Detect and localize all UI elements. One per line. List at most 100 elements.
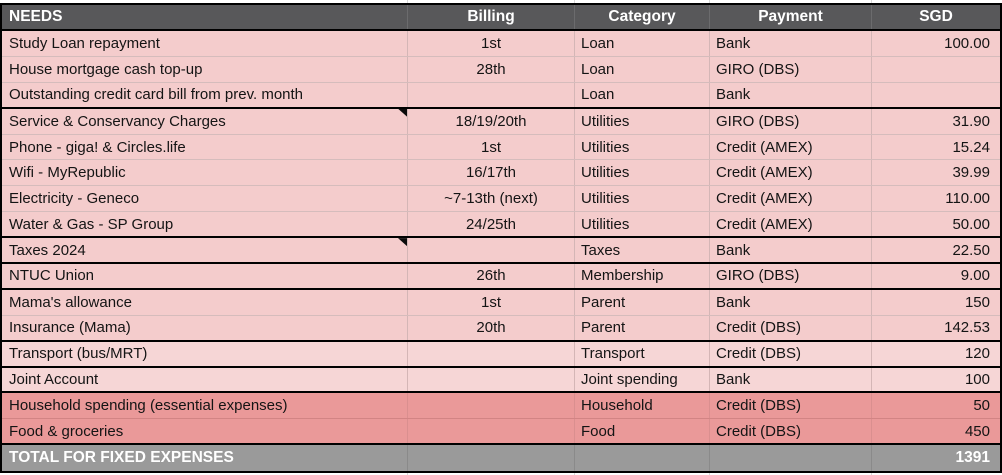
cell-billing[interactable] — [408, 393, 575, 419]
cell-payment[interactable]: GIRO (DBS) — [710, 56, 872, 82]
table-row: Electricity - Geneco ~7-13th (next) Utilit… — [2, 186, 1000, 213]
cell-billing[interactable]: 18/19/20th — [408, 108, 575, 134]
cell-payment[interactable]: Credit (AMEX) — [710, 186, 872, 212]
total-payment-cell[interactable] — [710, 445, 872, 472]
header-payment[interactable]: Payment — [710, 5, 872, 29]
cell-sgd[interactable]: 450 — [964, 422, 990, 440]
cell-billing[interactable] — [408, 341, 575, 366]
cell-item[interactable]: House mortgage cash top-up — [2, 56, 408, 82]
table-row: Insurance (Mama) 20th Parent Credit (DBS) 14… — [2, 315, 1000, 342]
header-sgd[interactable]: SGD — [919, 8, 953, 25]
cell-sgd[interactable]: 142.53 — [944, 319, 990, 337]
total-category-cell[interactable] — [575, 445, 710, 472]
cell-payment[interactable]: Credit (AMEX) — [710, 134, 872, 160]
table-row: Taxes 2024 Taxes Bank 22.50 — [2, 238, 1000, 265]
cell-category[interactable]: Joint spending — [575, 367, 710, 392]
cell-payment[interactable]: Bank — [710, 289, 872, 315]
cell-sgd[interactable]: 39.99 — [952, 164, 990, 182]
gridline — [871, 472, 872, 475]
cell-billing[interactable] — [408, 82, 575, 107]
cell-category[interactable]: Household — [575, 393, 710, 419]
cell-category[interactable]: Food — [575, 419, 710, 444]
cell-payment[interactable]: Credit (DBS) — [710, 419, 872, 444]
cell-payment[interactable]: Credit (AMEX) — [710, 212, 872, 237]
cell-sgd[interactable]: 31.90 — [952, 112, 990, 130]
gridline — [574, 0, 575, 3]
header-category[interactable]: Category — [575, 5, 710, 29]
cell-payment[interactable]: Credit (AMEX) — [710, 160, 872, 186]
gridline — [709, 0, 710, 3]
cell-billing[interactable]: 20th — [408, 315, 575, 340]
gridline — [871, 0, 872, 3]
cell-item[interactable]: Transport (bus/MRT) — [2, 341, 408, 366]
cell-item[interactable]: Electricity - Geneco — [2, 186, 408, 212]
cell-item[interactable]: Taxes 2024 — [2, 238, 408, 263]
cell-item[interactable]: Service & Conservancy Charges — [2, 108, 408, 134]
cell-billing[interactable] — [408, 238, 575, 263]
cell-sgd[interactable]: 50 — [973, 397, 990, 415]
cell-category[interactable]: Utilities — [575, 186, 710, 212]
cell-payment[interactable]: Credit (DBS) — [710, 341, 872, 366]
cell-item[interactable]: Phone - giga! & Circles.life — [2, 134, 408, 160]
cell-payment[interactable]: Bank — [710, 238, 872, 263]
cell-item[interactable]: Household spending (essential expenses) — [2, 393, 408, 419]
total-billing-cell[interactable] — [408, 445, 575, 472]
cell-category[interactable]: Parent — [575, 289, 710, 315]
header-needs[interactable]: NEEDS — [2, 5, 408, 29]
cell-sgd[interactable]: 120 — [964, 345, 990, 363]
cell-payment[interactable]: Credit (DBS) — [710, 315, 872, 340]
cell-category[interactable]: Parent — [575, 315, 710, 340]
cell-sgd[interactable] — [872, 57, 1000, 82]
cell-category[interactable]: Membership — [575, 264, 710, 288]
cell-sgd[interactable]: 9.00 — [960, 267, 990, 285]
cell-payment[interactable]: Credit (DBS) — [710, 393, 872, 419]
cell-category[interactable]: Utilities — [575, 108, 710, 134]
cell-billing[interactable]: ~7-13th (next) — [408, 186, 575, 212]
cell-billing[interactable] — [408, 419, 575, 444]
cell-item[interactable]: Water & Gas - SP Group — [2, 212, 408, 237]
cell-payment[interactable]: Bank — [710, 367, 872, 392]
cell-payment[interactable]: Bank — [710, 31, 872, 56]
cell-category[interactable]: Loan — [575, 82, 710, 107]
cell-sgd[interactable]: 110.00 — [945, 190, 990, 208]
cell-item[interactable]: Wifi - MyRepublic — [2, 160, 408, 186]
cell-payment[interactable]: Bank — [710, 82, 872, 107]
cell-category[interactable]: Transport — [575, 341, 710, 366]
cell-billing[interactable] — [408, 367, 575, 392]
cell-sgd[interactable] — [872, 83, 1000, 107]
cell-billing[interactable]: 1st — [408, 31, 575, 56]
cell-item[interactable]: Insurance (Mama) — [2, 315, 408, 340]
cell-item[interactable]: NTUC Union — [2, 264, 408, 288]
cell-category[interactable]: Taxes — [575, 238, 710, 263]
total-sgd-cell[interactable]: 1391 — [955, 449, 990, 467]
total-label-cell[interactable]: TOTAL FOR FIXED EXPENSES — [2, 445, 408, 472]
cell-category[interactable]: Utilities — [575, 212, 710, 237]
cell-billing[interactable]: 26th — [408, 264, 575, 288]
cell-category[interactable]: Loan — [575, 56, 710, 82]
cell-item[interactable]: Joint Account — [2, 367, 408, 392]
cell-billing[interactable]: 28th — [408, 56, 575, 82]
cell-billing[interactable]: 1st — [408, 134, 575, 160]
cell-sgd[interactable]: 150 — [964, 293, 990, 311]
cell-category[interactable]: Loan — [575, 31, 710, 56]
cell-category[interactable]: Utilities — [575, 160, 710, 186]
cell-item[interactable]: Mama's allowance — [2, 289, 408, 315]
cell-billing[interactable]: 24/25th — [408, 212, 575, 237]
cell-sgd[interactable]: 22.50 — [952, 241, 990, 259]
cell-item[interactable]: Study Loan repayment — [2, 31, 408, 56]
cell-item[interactable]: Food & groceries — [2, 419, 408, 444]
cell-billing[interactable]: 1st — [408, 289, 575, 315]
cell-billing[interactable]: 16/17th — [408, 160, 575, 186]
table-row: NTUC Union 26th Membership GIRO (DBS) 9.00 — [2, 264, 1000, 290]
cell-sgd[interactable]: 100.00 — [944, 34, 990, 52]
cell-payment[interactable]: GIRO (DBS) — [710, 108, 872, 134]
cell-sgd[interactable]: 15.24 — [952, 138, 990, 156]
cell-payment[interactable]: GIRO (DBS) — [710, 264, 872, 288]
cell-item[interactable]: Outstanding credit card bill from prev. … — [2, 82, 408, 107]
table-row: Food & groceries Food Credit (DBS) 450 — [2, 419, 1000, 446]
table-row: Study Loan repayment 1st Loan Bank 100.00 — [2, 31, 1000, 57]
header-billing[interactable]: Billing — [408, 5, 575, 29]
cell-category[interactable]: Utilities — [575, 134, 710, 160]
cell-sgd[interactable]: 50.00 — [952, 215, 990, 233]
cell-sgd[interactable]: 100 — [964, 371, 990, 389]
